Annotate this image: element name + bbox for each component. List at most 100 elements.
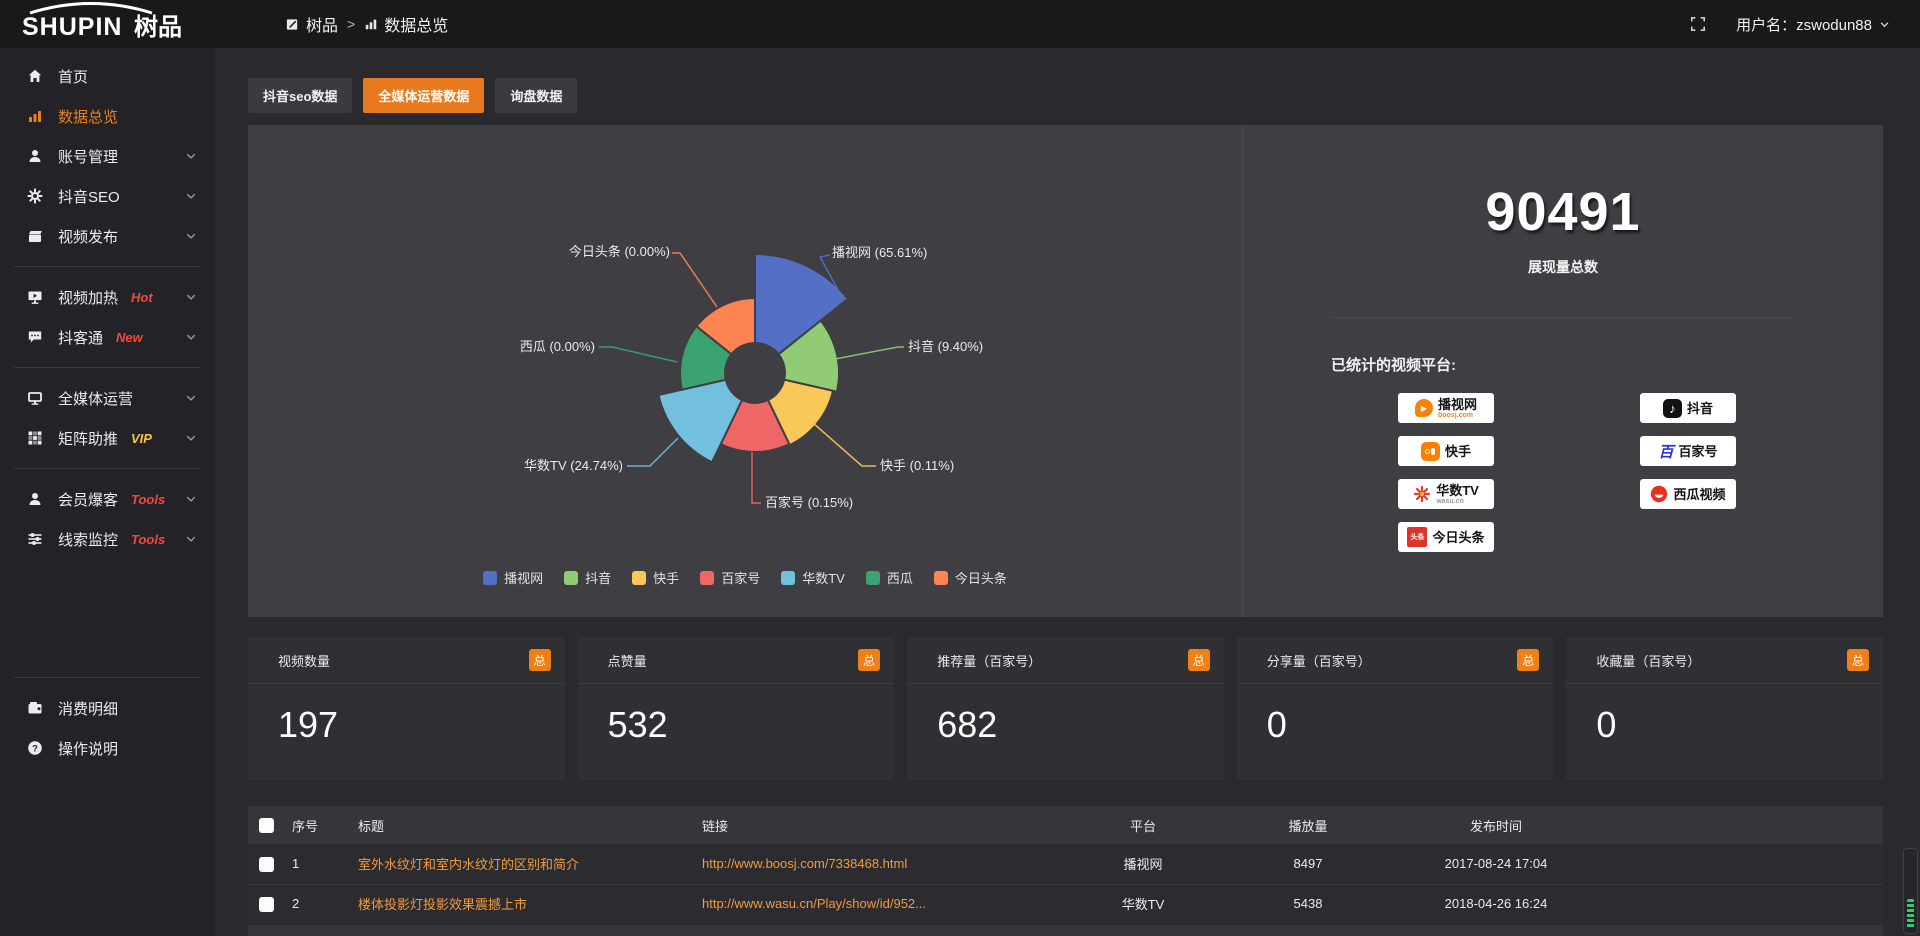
cell-url-link[interactable]: http://www.wasu.cn/Play/show/id/952... [702,896,926,912]
tab-douyin-seo-data[interactable]: 抖音seo数据 [248,78,353,113]
total-badge: 总 [1187,649,1210,671]
platform-name: 播视网 [1437,396,1477,412]
platform-badge-今日头条: 头条 今日头条 [1398,522,1494,552]
sidebar-item-label: 全媒体运营 [58,390,134,408]
bar-chart-icon [26,108,44,124]
logo-text-cn: 树品 [134,14,182,41]
stat-card-value: 532 [607,704,668,745]
sidebar-item-account-management[interactable]: 账号管理 [0,136,215,176]
pie-slice-播视网[interactable] [754,252,850,356]
legend-item-抖音[interactable]: 抖音 [564,568,611,587]
fullscreen-icon[interactable] [1690,16,1706,32]
sidebar-item-video-heat[interactable]: 视频加热 Hot [0,277,215,317]
clapper-icon [26,228,44,244]
legend-item-西瓜[interactable]: 西瓜 [865,568,913,587]
platform-logo-column: ▶ 播视网 boosj.com 快手 华数TV wasu.cn 头条 今日头条 [1398,393,1494,552]
column-header-序号: 序号 [292,818,319,834]
sidebar-item-label: 会员爆客 [58,491,119,509]
platform-domain: boosj.com [1437,411,1473,419]
topbar-right: 用户名：zswodun88 [1690,14,1920,35]
legend-label: 今日头条 [954,571,1007,586]
sidebar-item-home[interactable]: 首页 [0,56,215,96]
sidebar-item-operation-guide[interactable]: ? 操作说明 [0,728,215,768]
sidebar-item-label: 线索监控 [58,531,119,549]
pie-label: 华数TV (24.74%) [524,458,623,473]
scrollbar-fill [1907,899,1914,929]
stat-card-header: 分享量（百家号） 总 [1236,637,1554,684]
sidebar: 首页数据总览账号管理 抖音SEO 视频发布视频加热 Hot 抖客通 New 全媒体运营矩阵助… [0,48,215,936]
breadcrumb-app-label: 树品 [306,18,339,35]
sidebar-item-label: 数据总览 [58,108,119,126]
legend-item-百家号[interactable]: 百家号 [700,568,760,587]
pie-label-line [599,346,678,363]
tab-inquiry-data[interactable]: 询盘数据 [495,78,578,113]
wallet-icon [26,700,44,716]
tab-media-operation-data[interactable]: 全媒体运营数据 [363,78,485,113]
stat-card-like-count: 点赞量 总 532 [577,637,895,780]
sidebar-menu: 首页数据总览账号管理 抖音SEO 视频发布视频加热 Hot 抖客通 New 全媒体运营矩阵助… [0,56,215,768]
row-checkbox[interactable] [258,896,274,912]
legend-label: 快手 [653,571,680,586]
menu-badge: Tools [131,531,166,547]
stat-card-title: 收藏量（百家号） [1596,653,1701,669]
breadcrumb: 树品 > 数据总览 [285,12,448,36]
platform-badge-播视网: ▶ 播视网 boosj.com [1398,393,1494,423]
pie-label-line [751,452,761,504]
cell-time: 2018-04-26 16:24 [1444,896,1548,912]
cell-empty [1596,844,1883,884]
sidebar-item-matrix-boost[interactable]: 矩阵助推 VIP [0,418,215,458]
pie-label-line [818,254,843,298]
user-menu[interactable]: 用户名：zswodun88 [1736,14,1890,35]
chevron-down-icon [185,331,197,343]
video-table-section: 序号 标题 链接 平台 播放量 发布时间 1 室外水纹灯和室内水纹灯的区别和简介 http:/… [248,806,1883,936]
platform-name: 快手 [1444,443,1471,459]
legend-label: 播视网 [504,571,544,586]
stat-card-value: 197 [278,704,339,745]
sidebar-item-douketong[interactable]: 抖客通 New [0,317,215,357]
legend-item-今日头条[interactable]: 今日头条 [933,568,1007,587]
legend-item-华数TV[interactable]: 华数TV [781,568,845,587]
table-row-partial [248,924,1883,936]
select-all-checkbox[interactable] [258,818,274,834]
pie-slice-今日头条[interactable] [694,296,756,356]
column-header-发布时间: 发布时间 [1469,818,1522,834]
sidebar-item-douyin-seo[interactable]: 抖音SEO [0,176,215,216]
chevron-down-icon [185,291,197,303]
sidebar-item-data-overview[interactable]: 数据总览 [0,96,215,136]
legend-swatch [564,570,579,585]
cell-plays: 8497 [1293,856,1323,872]
monitor-play-icon [26,289,44,305]
sidebar-item-video-publish[interactable]: 视频发布 [0,216,215,256]
cell-url-link[interactable]: http://www.boosj.com/7338468.html [702,856,908,872]
data-tabs: 抖音seo数据 全媒体运营数据 询盘数据 [248,78,1883,113]
cell-title-link[interactable]: 楼体投影灯投影效果震撼上市 [358,897,528,913]
sidebar-item-consumption-detail[interactable]: 消费明细 [0,688,215,728]
summary-divider [1331,317,1795,318]
legend-item-快手[interactable]: 快手 [632,568,679,587]
total-impressions-label: 展现量总数 [1528,259,1598,275]
svg-text:?: ? [32,743,38,754]
pie-label: 播视网 (65.61%) [832,245,927,260]
sidebar-divider [14,677,201,678]
breadcrumb-app[interactable]: 树品 [285,12,338,36]
sidebar-item-label: 矩阵助推 [58,430,119,448]
stat-card-video-count: 视频数量 总 197 [248,637,565,780]
menu-badge: Hot [131,289,153,305]
sidebar-item-member-baoke[interactable]: 会员爆客 Tools [0,479,215,519]
pie-slice-抖音[interactable] [777,319,840,393]
stat-card-share-count: 分享量（百家号） 总 0 [1236,637,1554,780]
chevron-down-icon [185,493,197,505]
legend-item-播视网[interactable]: 播视网 [483,568,543,587]
sidebar-item-media-operation[interactable]: 全媒体运营 [0,378,215,418]
scrollbar-widget[interactable] [1903,848,1918,934]
pie-slice-华数TV[interactable] [657,378,744,464]
stat-card-value: 0 [1596,704,1617,745]
boosj-logo-icon: ▶ [1414,399,1433,417]
stat-card-title: 点赞量 [607,653,647,669]
row-checkbox[interactable] [258,856,274,872]
breadcrumb-page[interactable]: 数据总览 [364,12,448,36]
sidebar-item-clue-monitor[interactable]: 线索监控 Tools [0,519,215,559]
chart-legend: 播视网 抖音 快手 百家号 华数TV 西瓜 今日头条 [248,568,1242,587]
chevron-down-icon [185,392,197,404]
cell-title-link[interactable]: 室外水纹灯和室内水纹灯的区别和简介 [358,857,580,873]
